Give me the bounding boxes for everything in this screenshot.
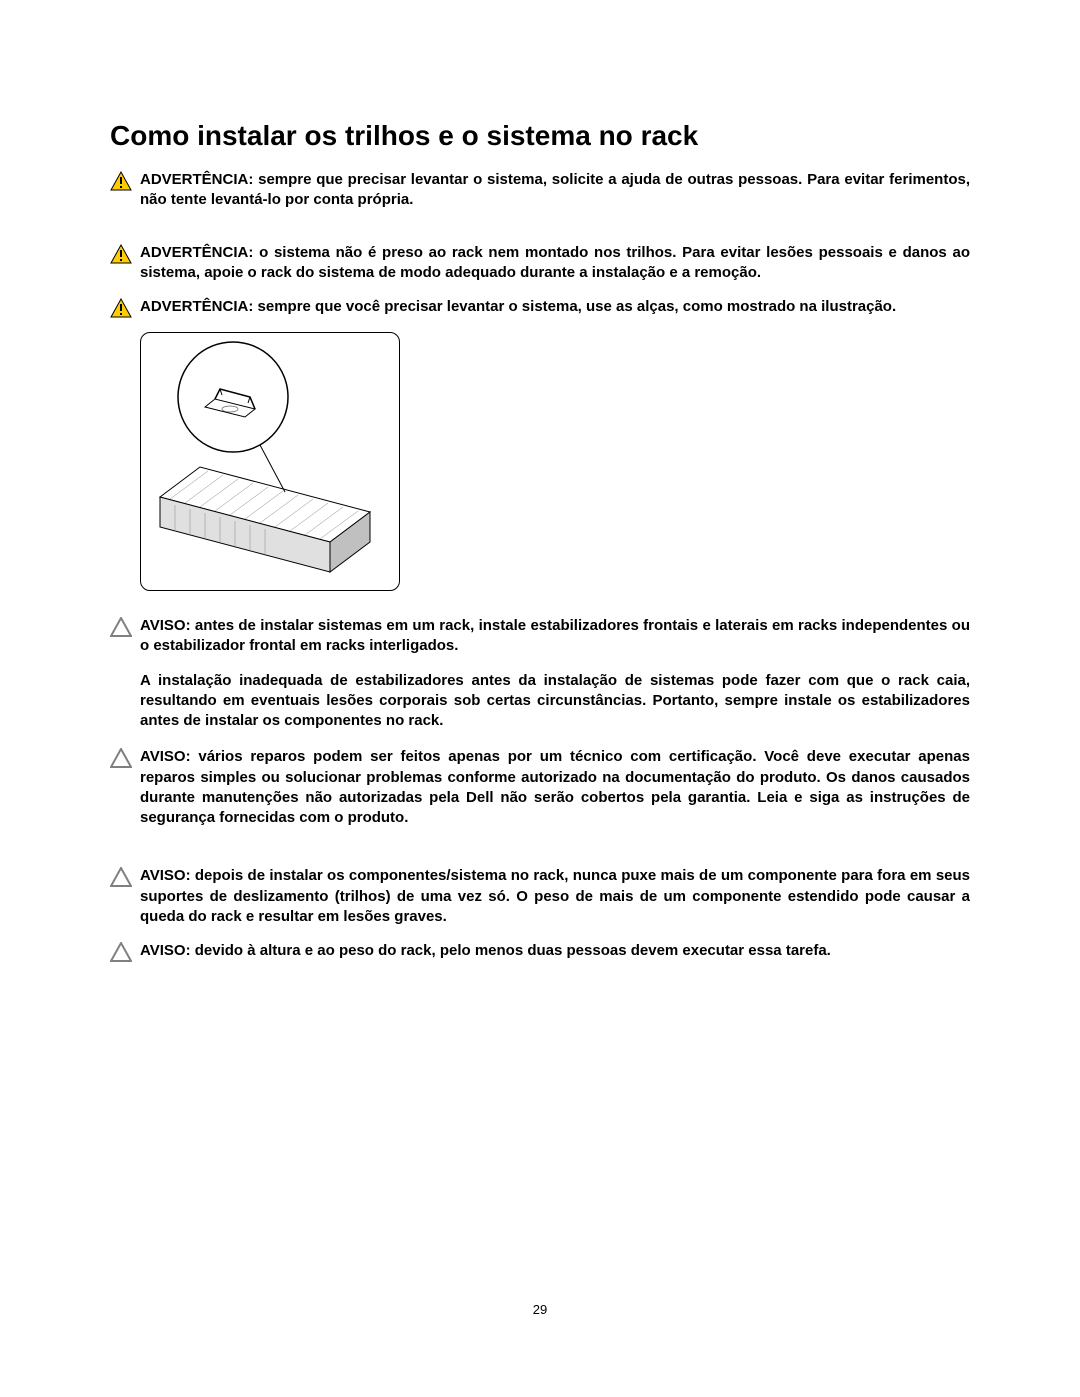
caution-triangle-icon — [110, 942, 132, 962]
caution-triangle-icon — [110, 867, 132, 887]
warning-text-1: ADVERTÊNCIA: sempre que precisar levanta… — [140, 170, 970, 211]
warning-triangle-icon — [110, 298, 132, 318]
caution-block-1: AVISO: antes de instalar sistemas em um … — [110, 616, 970, 657]
warning-block-3: ADVERTÊNCIA: sempre que você precisar le… — [110, 297, 970, 318]
warning-text-3: ADVERTÊNCIA: sempre que você precisar le… — [140, 297, 970, 317]
page-number: 29 — [533, 1302, 547, 1317]
caution-text-2: AVISO: vários reparos podem ser feitos a… — [140, 747, 970, 828]
warning-triangle-icon — [110, 171, 132, 191]
caution-block-2: AVISO: vários reparos podem ser feitos a… — [110, 747, 970, 828]
rack-system-illustration — [140, 332, 400, 591]
caution-text-3: AVISO: depois de instalar os componentes… — [140, 866, 970, 927]
caution-continuation-1: A instalação inadequada de estabilizador… — [140, 671, 970, 732]
caution-text-4: AVISO: devido à altura e ao peso do rack… — [140, 941, 970, 961]
warning-triangle-icon — [110, 244, 132, 264]
caution-block-4: AVISO: devido à altura e ao peso do rack… — [110, 941, 970, 962]
page-title: Como instalar os trilhos e o sistema no … — [110, 120, 970, 152]
warning-block-2: ADVERTÊNCIA: o sistema não é preso ao ra… — [110, 243, 970, 284]
warning-text-2: ADVERTÊNCIA: o sistema não é preso ao ra… — [140, 243, 970, 284]
caution-block-3: AVISO: depois de instalar os componentes… — [110, 866, 970, 927]
caution-text-1: AVISO: antes de instalar sistemas em um … — [140, 616, 970, 657]
warning-block-1: ADVERTÊNCIA: sempre que precisar levanta… — [110, 170, 970, 211]
caution-triangle-icon — [110, 617, 132, 637]
caution-triangle-icon — [110, 748, 132, 768]
